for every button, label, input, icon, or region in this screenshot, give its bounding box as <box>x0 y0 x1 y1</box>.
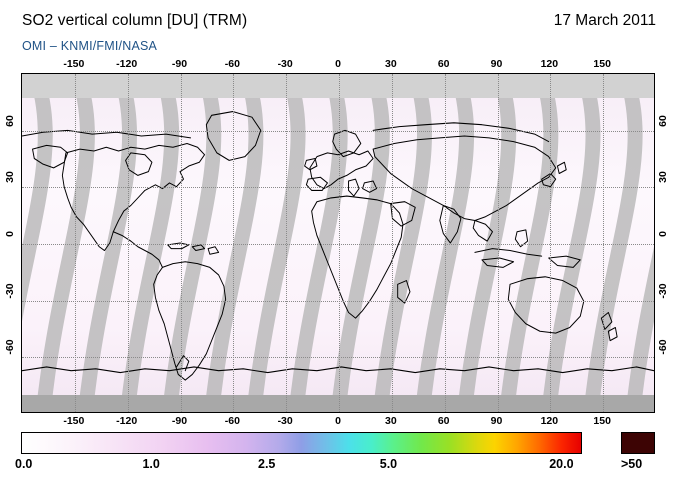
axis-tick-label: 150 <box>593 415 611 427</box>
gridline-vertical <box>444 74 446 412</box>
axis-tick-label: -150 <box>63 415 85 427</box>
orbit-gap-swath <box>625 246 654 412</box>
orbit-gap-swath <box>246 74 306 412</box>
orbit-gap-swath <box>457 74 517 412</box>
axis-left: 60 30 0 -30 -60 <box>4 73 19 413</box>
colorbar-overflow-swatch <box>621 432 655 454</box>
colorbar-tick-label: 0.0 <box>15 457 33 471</box>
gridline-vertical <box>603 74 605 412</box>
axis-tick-label: -60 <box>4 339 16 355</box>
axis-tick-label: -90 <box>171 58 188 70</box>
axis-tick-label: -30 <box>277 58 293 70</box>
arctic-no-data-band <box>22 74 654 98</box>
gridline-horizontal <box>22 130 654 132</box>
gridline-horizontal <box>22 244 654 245</box>
colorbar-tick-label: 5.0 <box>379 457 398 471</box>
axis-tick-label: 0 <box>657 231 669 237</box>
orbit-gap-swath <box>330 74 390 412</box>
axis-tick-label: 150 <box>593 58 611 70</box>
orbit-gap-swath <box>583 74 643 412</box>
orbit-gap-swath <box>162 74 222 412</box>
gridline-vertical <box>550 74 552 412</box>
axis-top: -150 -120 -90 -60 -30 0 30 60 90 120 150 <box>21 58 655 72</box>
axis-tick-label: 60 <box>4 114 16 127</box>
colorbar-overflow-label: >50 <box>621 457 643 471</box>
axis-tick-label: 60 <box>657 114 669 127</box>
source-subtitle: OMI – KNMI/FMI/NASA <box>22 39 158 53</box>
axis-tick-label: -60 <box>224 415 240 427</box>
orbit-gap-swath <box>541 74 601 412</box>
gridline-horizontal <box>22 300 654 302</box>
colorbar-gradient <box>21 432 582 454</box>
orbit-gap-swath <box>77 74 138 412</box>
gridline-vertical <box>286 74 288 412</box>
axis-tick-label: 60 <box>437 415 450 427</box>
axis-tick-label: -30 <box>4 283 16 299</box>
axis-tick-label: 0 <box>4 231 16 237</box>
coastlines-layer <box>22 111 654 381</box>
colorbar-tick-label: 2.5 <box>258 457 276 471</box>
date-label: 17 March 2011 <box>553 12 656 29</box>
axis-tick-label: 90 <box>490 58 503 70</box>
map-container <box>21 73 655 413</box>
gridline-vertical <box>74 74 76 412</box>
colorbar: 0.0 1.0 2.5 5.0 20.0 >50 <box>15 432 655 476</box>
colorbar-gradient-fill <box>22 433 581 453</box>
gridline-vertical <box>497 74 499 412</box>
axis-tick-label: -30 <box>657 283 669 299</box>
gridline-vertical <box>127 74 129 412</box>
axis-tick-label: -30 <box>277 415 293 427</box>
orbit-gap-swath <box>35 74 95 412</box>
axis-tick-label: 30 <box>384 415 397 427</box>
antarctic-no-data-band <box>22 395 654 412</box>
axis-tick-label: 30 <box>657 171 669 184</box>
colorbar-tick-label: 1.0 <box>142 457 160 471</box>
axis-tick-label: 30 <box>4 171 16 184</box>
orbit-gap-swath <box>372 74 432 412</box>
orbit-gap-swath <box>288 74 348 412</box>
axis-tick-label: 90 <box>490 415 503 427</box>
gridline-horizontal <box>22 357 654 359</box>
axis-tick-label: 120 <box>540 58 559 70</box>
axis-bottom: -150 -120 -90 -60 -30 0 30 60 90 120 150 <box>21 415 655 429</box>
orbit-gap-swath <box>499 74 559 412</box>
page-title: SO2 vertical column [DU] (TRM) <box>22 12 248 29</box>
orbit-gap-swath <box>414 74 475 412</box>
gridline-horizontal <box>22 187 654 189</box>
axis-tick-label: 30 <box>384 58 397 70</box>
gridline-vertical <box>391 74 393 412</box>
axis-tick-label: -120 <box>116 415 138 427</box>
axis-tick-label: 60 <box>437 58 450 70</box>
axis-tick-label: 120 <box>540 415 559 427</box>
axis-tick-label: -90 <box>171 415 188 427</box>
orbit-gap-swath <box>119 74 180 412</box>
axis-tick-label: -60 <box>657 339 669 355</box>
axis-tick-label: -150 <box>63 58 85 70</box>
map-plot-area <box>21 73 655 413</box>
axis-right: 60 30 0 -30 -60 <box>657 73 672 413</box>
axis-tick-label: 0 <box>335 58 341 70</box>
axis-tick-label: 0 <box>335 415 341 427</box>
axis-tick-label: -60 <box>224 58 240 70</box>
gridline-vertical <box>233 74 235 412</box>
gridline-vertical <box>339 74 340 412</box>
colorbar-tick-label: 20.0 <box>549 457 574 471</box>
axis-tick-label: -120 <box>116 58 138 70</box>
gridline-vertical <box>180 74 182 412</box>
orbit-gap-swath <box>22 74 53 322</box>
map-canvas <box>22 74 654 412</box>
so2-data-layer <box>22 74 654 412</box>
